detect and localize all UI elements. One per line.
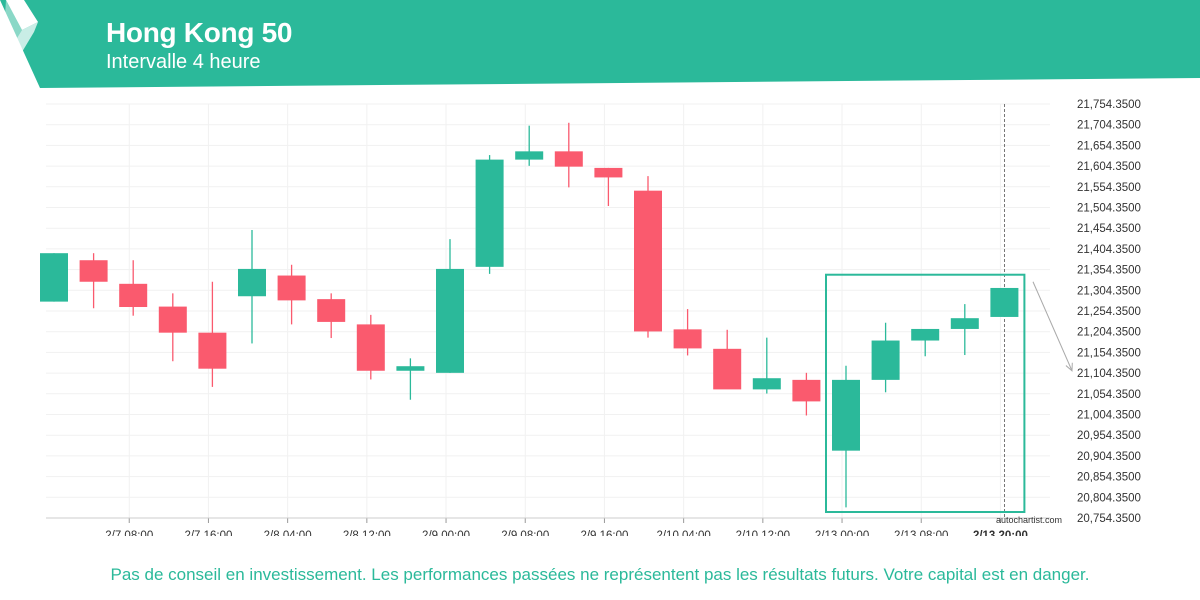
y-tick-label: 21,004.3500 xyxy=(1077,410,1141,422)
candle-body xyxy=(634,190,662,332)
instrument-title: Hong Kong 50 xyxy=(106,17,293,48)
x-tick-label: 2/8 04:00 xyxy=(264,530,312,536)
candle-body xyxy=(436,268,464,373)
candlestick-chart: 21,754.3500 21,704.3500 21,654.3500 21,604.… xyxy=(40,99,1141,536)
x-tick-label: 2/7 16:00 xyxy=(184,530,232,536)
x-tick-label: 2/7 08:00 xyxy=(105,530,153,536)
y-tick-label: 21,604.3500 xyxy=(1077,161,1141,173)
watermark: autochartist.com xyxy=(996,515,1063,525)
candle-body xyxy=(673,329,702,349)
forecast-arrow xyxy=(1032,281,1073,371)
autochartist-logo-icon xyxy=(2,0,38,62)
y-tick-label: 21,054.3500 xyxy=(1077,389,1141,401)
y-tick-label: 21,204.3500 xyxy=(1077,327,1141,339)
y-tick-label: 21,504.3500 xyxy=(1077,203,1141,215)
pattern-box xyxy=(825,273,1026,513)
candle-body xyxy=(396,366,425,371)
candle-body xyxy=(911,328,940,341)
candle-body xyxy=(990,287,1019,317)
candle-body xyxy=(356,324,385,371)
candle-body xyxy=(158,306,187,333)
y-tick-label: 21,104.3500 xyxy=(1077,368,1141,380)
y-tick-label: 20,854.3500 xyxy=(1077,472,1141,484)
candle-body xyxy=(832,379,860,451)
x-tick-label: 2/13 00:00 xyxy=(815,530,869,536)
y-tick-label: 20,754.3500 xyxy=(1077,513,1141,525)
y-tick-label: 21,654.3500 xyxy=(1077,140,1141,152)
x-tick-label: 2/9 00:00 xyxy=(422,530,470,536)
candle-body xyxy=(198,332,227,369)
y-tick-label: 21,754.3500 xyxy=(1077,99,1141,111)
y-tick-label: 21,404.3500 xyxy=(1077,244,1141,256)
x-tick-label: 2/8 12:00 xyxy=(343,530,391,536)
y-tick-label: 21,454.3500 xyxy=(1077,223,1141,235)
candle-body xyxy=(119,283,148,308)
y-tick-label: 20,904.3500 xyxy=(1077,451,1141,463)
disclaimer-text: Pas de conseil en investissement. Les pe… xyxy=(110,565,1090,584)
candle-body xyxy=(871,340,900,380)
header-background xyxy=(0,0,1200,88)
candle-body xyxy=(752,378,781,390)
x-tick-label: 2/10 04:00 xyxy=(656,530,710,536)
interval-subtitle: Intervalle 4 heure xyxy=(106,51,261,73)
y-tick-label: 21,254.3500 xyxy=(1077,306,1141,318)
candle-body xyxy=(713,348,742,390)
y-tick-label: 21,304.3500 xyxy=(1077,285,1141,297)
candle-body xyxy=(554,151,583,167)
y-tick-label: 21,354.3500 xyxy=(1077,265,1141,277)
candle-body xyxy=(475,159,504,267)
x-tick-label: 2/9 16:00 xyxy=(580,530,628,536)
candle-body xyxy=(515,151,544,160)
x-tick-label: 2/13 08:00 xyxy=(894,530,948,536)
x-tick-label: 2/9 08:00 xyxy=(501,530,549,536)
y-tick-label: 21,154.3500 xyxy=(1077,347,1141,359)
candle-body xyxy=(79,260,108,282)
forecast-arrow-head xyxy=(1065,362,1073,372)
candle-body xyxy=(594,167,623,178)
y-tick-label: 20,804.3500 xyxy=(1077,492,1141,504)
y-tick-label: 20,954.3500 xyxy=(1077,430,1141,442)
x-tick-label: 2/10 12:00 xyxy=(736,530,790,536)
candle-body xyxy=(40,253,68,302)
candle-body xyxy=(317,299,346,322)
x-tick-label: 2/13 20:00 xyxy=(973,530,1028,536)
candle-body xyxy=(950,318,979,329)
y-tick-label: 21,704.3500 xyxy=(1077,120,1141,132)
header-banner: Hong Kong 50 Intervalle 4 heure xyxy=(0,0,1200,88)
candle-body xyxy=(792,379,821,402)
y-tick-label: 21,554.3500 xyxy=(1077,182,1141,194)
candle-body xyxy=(277,275,306,301)
candle-body xyxy=(238,268,266,297)
